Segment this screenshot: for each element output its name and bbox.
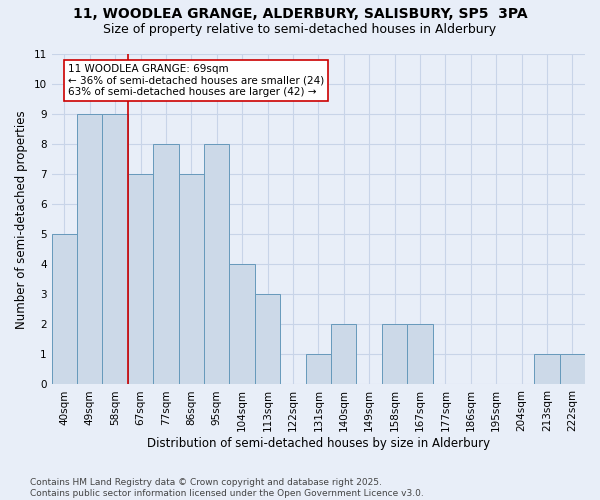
Bar xyxy=(204,144,229,384)
Bar xyxy=(52,234,77,384)
Bar xyxy=(382,324,407,384)
Bar xyxy=(153,144,179,384)
Bar xyxy=(179,174,204,384)
Bar xyxy=(407,324,433,384)
Bar xyxy=(534,354,560,384)
Bar xyxy=(305,354,331,384)
Bar xyxy=(229,264,255,384)
Bar xyxy=(331,324,356,384)
Text: 11, WOODLEA GRANGE, ALDERBURY, SALISBURY, SP5  3PA: 11, WOODLEA GRANGE, ALDERBURY, SALISBURY… xyxy=(73,8,527,22)
Text: Size of property relative to semi-detached houses in Alderbury: Size of property relative to semi-detach… xyxy=(103,22,497,36)
Text: Contains HM Land Registry data © Crown copyright and database right 2025.
Contai: Contains HM Land Registry data © Crown c… xyxy=(30,478,424,498)
Y-axis label: Number of semi-detached properties: Number of semi-detached properties xyxy=(15,110,28,328)
Bar xyxy=(128,174,153,384)
Bar xyxy=(560,354,585,384)
Bar xyxy=(255,294,280,384)
Bar xyxy=(103,114,128,384)
Bar xyxy=(77,114,103,384)
X-axis label: Distribution of semi-detached houses by size in Alderbury: Distribution of semi-detached houses by … xyxy=(147,437,490,450)
Text: 11 WOODLEA GRANGE: 69sqm
← 36% of semi-detached houses are smaller (24)
63% of s: 11 WOODLEA GRANGE: 69sqm ← 36% of semi-d… xyxy=(68,64,324,97)
